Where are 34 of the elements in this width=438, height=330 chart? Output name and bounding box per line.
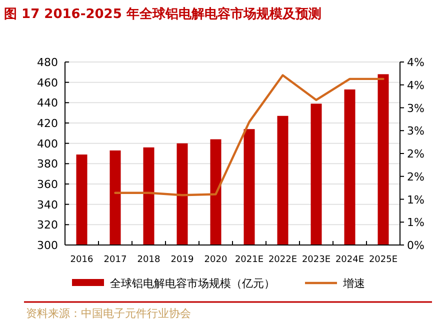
line-series [114, 74, 384, 196]
y-tick-label: 360 [37, 178, 58, 191]
y2-tick-label: 2% [407, 148, 424, 160]
y2-tick-label: 0% [407, 239, 424, 252]
y2-tick-label: 3% [407, 124, 424, 138]
x-tick-label: 2023E [302, 255, 331, 265]
legend-label: 增速 [342, 277, 365, 290]
y2-tick-label: 1% [407, 193, 424, 206]
x-tick-label: 2022E [268, 255, 298, 265]
x-tick-label: 2021E [234, 255, 264, 265]
y-tick-label: 420 [37, 117, 58, 130]
y2-tick-label: 4% [407, 56, 424, 69]
x-tick-label: 2024E [335, 255, 364, 265]
y-tick-label: 400 [37, 137, 58, 150]
y-tick-label: 320 [37, 218, 58, 232]
x-tick-label: 2018 [137, 255, 160, 265]
legend-label: 全球铝电解电容市场规模（亿元） [110, 277, 275, 290]
y-tick-label: 480 [37, 56, 58, 69]
y-tick-label: 340 [37, 198, 58, 212]
y-tick-label: 440 [37, 96, 58, 110]
y2-tick-label: 2% [407, 170, 424, 184]
chart-title: 图 17 2016-2025 年全球铝电解电容市场规模及预测 [4, 6, 322, 22]
y2-tick-label: 4% [407, 78, 424, 92]
x-tick-label: 2019 [170, 255, 194, 265]
y-tick-label: 460 [37, 76, 58, 90]
y-tick-label: 380 [37, 158, 58, 171]
x-tick-label: 2020 [204, 255, 228, 265]
text: 资料来源：中国电子元件行业协会 [26, 307, 191, 320]
x-tick-label: 2025E [368, 255, 398, 265]
x-tick-label: 2016 [70, 255, 94, 265]
x-tick-label: 2017 [104, 255, 127, 265]
y2-tick-label: 1% [407, 216, 424, 230]
y-tick-label: 300 [37, 239, 58, 252]
y2-tick-label: 3% [407, 102, 424, 115]
